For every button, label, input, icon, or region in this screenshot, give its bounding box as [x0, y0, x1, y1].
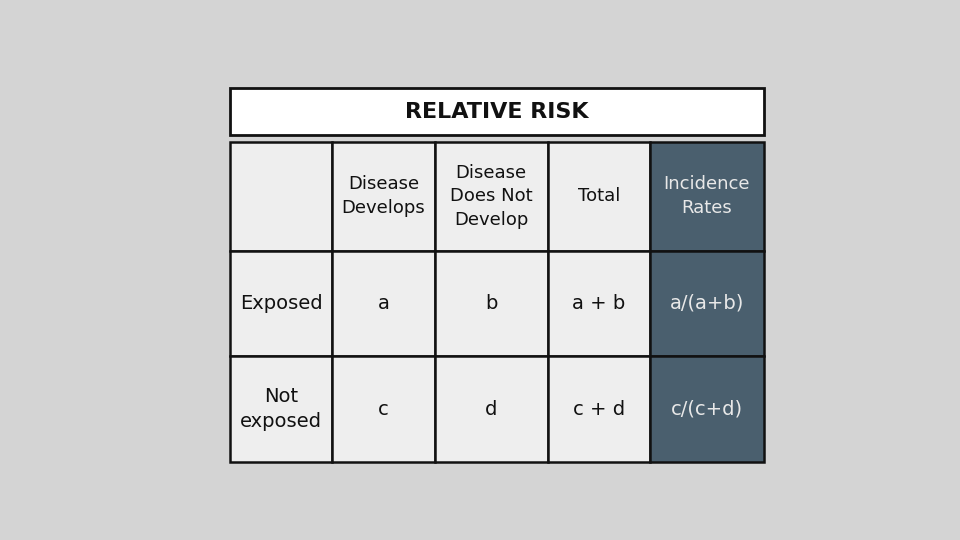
Bar — [230, 356, 332, 462]
Bar — [230, 141, 332, 251]
Bar — [548, 251, 650, 356]
Text: Total: Total — [578, 187, 620, 205]
Bar — [435, 251, 548, 356]
Text: b: b — [485, 294, 497, 313]
Bar — [650, 356, 763, 462]
Bar — [548, 141, 650, 251]
Text: c + d: c + d — [573, 400, 625, 419]
Bar — [332, 251, 435, 356]
Text: Disease
Develops: Disease Develops — [342, 176, 425, 217]
Bar — [332, 356, 435, 462]
Bar — [650, 141, 763, 251]
Text: Exposed: Exposed — [240, 294, 323, 313]
Text: a: a — [377, 294, 390, 313]
Bar — [435, 141, 548, 251]
Text: c/(c+d): c/(c+d) — [671, 400, 743, 419]
Bar — [435, 356, 548, 462]
Bar — [230, 87, 763, 136]
Text: c: c — [378, 400, 389, 419]
Bar — [230, 251, 332, 356]
Text: a + b: a + b — [572, 294, 626, 313]
Text: Disease
Does Not
Develop: Disease Does Not Develop — [450, 164, 533, 229]
Bar — [332, 141, 435, 251]
Text: d: d — [485, 400, 497, 419]
Bar — [548, 356, 650, 462]
Text: Incidence
Rates: Incidence Rates — [663, 176, 750, 217]
Text: Not
exposed: Not exposed — [240, 387, 323, 431]
Text: a/(a+b): a/(a+b) — [670, 294, 744, 313]
Text: RELATIVE RISK: RELATIVE RISK — [405, 102, 588, 122]
Bar — [650, 251, 763, 356]
